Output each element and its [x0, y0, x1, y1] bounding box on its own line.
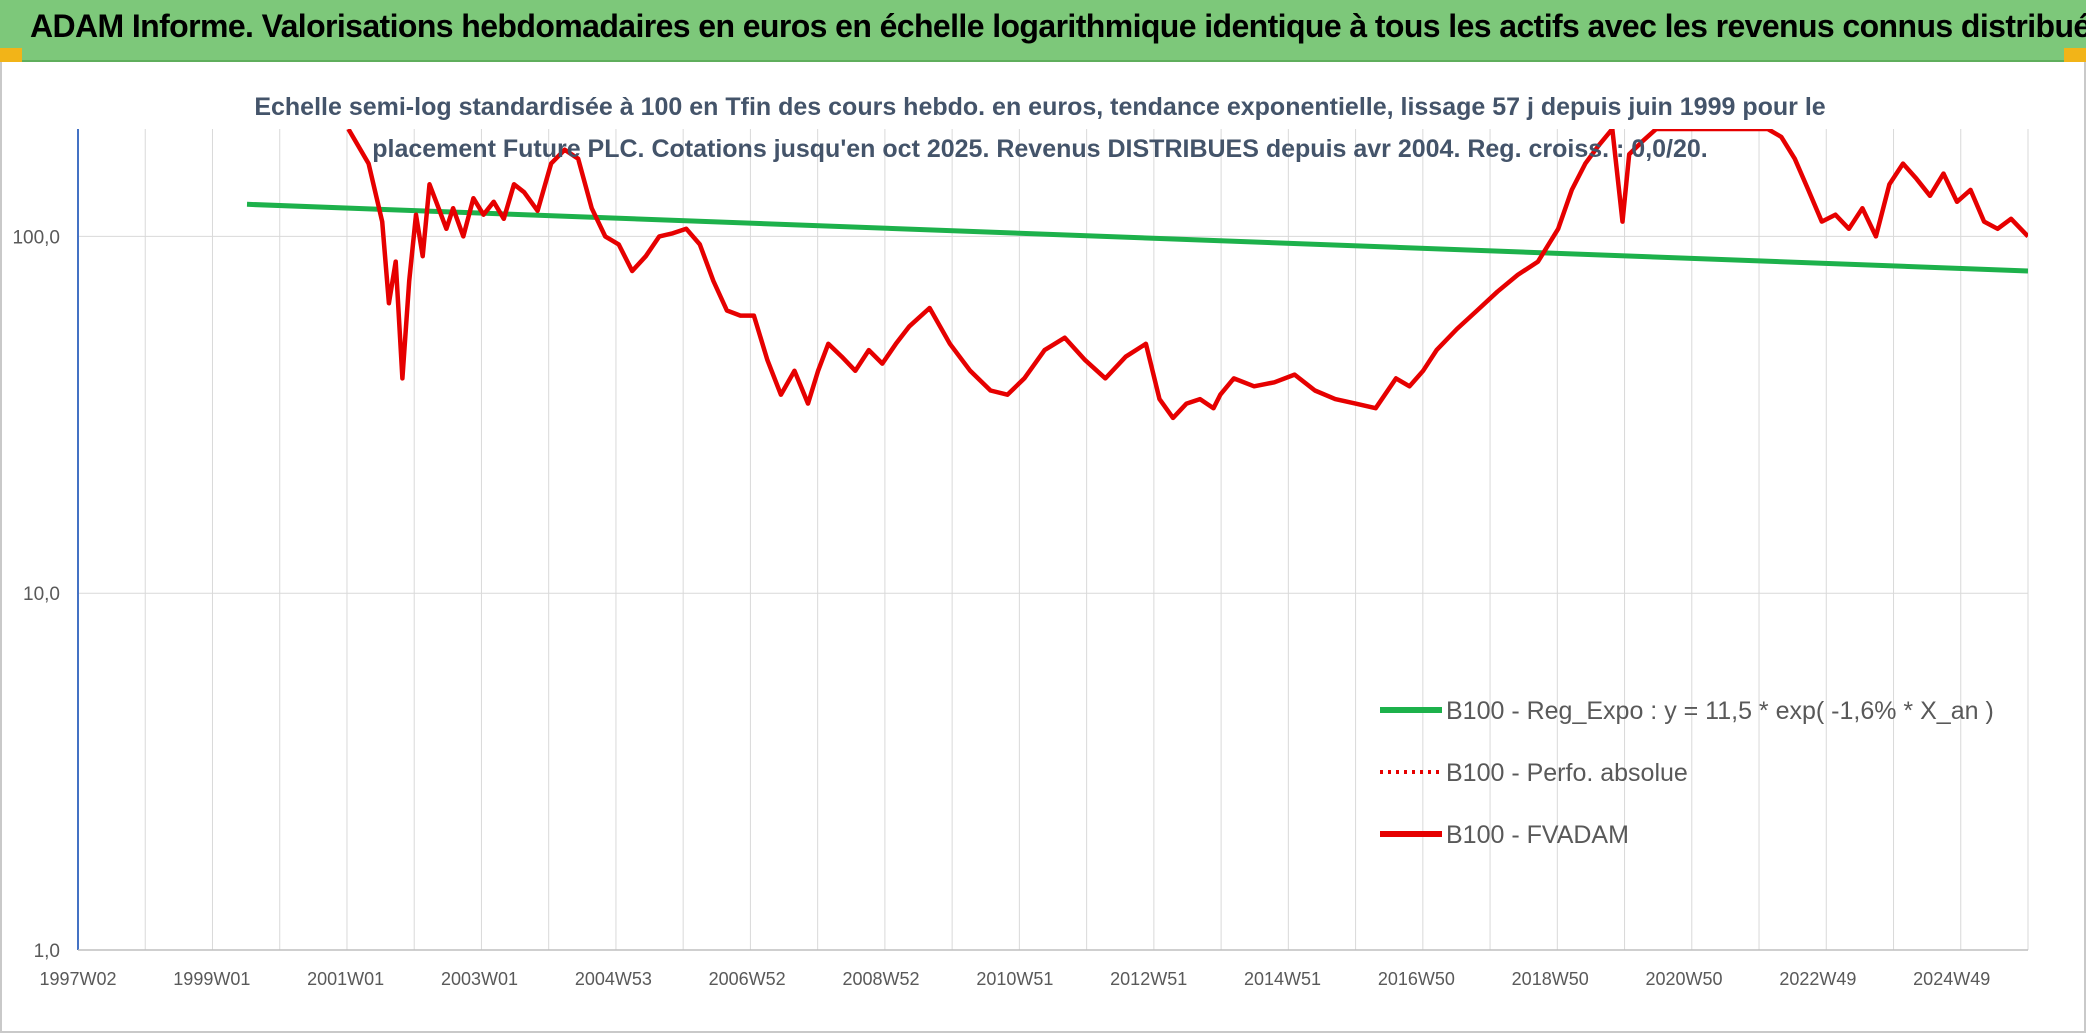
- x-tick-label: 2012W51: [1110, 969, 1187, 989]
- corner-marker-right: [2064, 48, 2086, 62]
- grid-lines: [77, 129, 2029, 951]
- chart-subtitle-line-2: placement Future PLC. Cotations jusqu'en…: [372, 135, 1708, 163]
- x-tick-label: 2018W50: [1512, 969, 1589, 989]
- series-line-1: [246, 201, 2028, 274]
- header-bar: ADAM Informe. Valorisations hebdomadaire…: [0, 0, 2086, 62]
- x-tick-label: 1999W01: [173, 969, 250, 989]
- legend-label-3: B100 - FVADAM: [1446, 821, 1629, 849]
- corner-marker-left: [0, 48, 22, 62]
- chart-frame: [0, 62, 2086, 1033]
- x-tick-label: 2022W49: [1779, 969, 1856, 989]
- y-tick-label: 100,0: [12, 227, 60, 248]
- series-layer: [246, 129, 2028, 421]
- y-tick-label: 1,0: [34, 941, 60, 962]
- x-tick-label: 2003W01: [441, 969, 518, 989]
- x-tick-label: 1997W02: [39, 969, 116, 989]
- x-tick-label: 2010W51: [976, 969, 1053, 989]
- x-tick-label: 2008W52: [842, 969, 919, 989]
- chart-subtitle-line-1: Echelle semi-log standardisée à 100 en T…: [254, 93, 1825, 121]
- x-tick-label: 2004W53: [575, 969, 652, 989]
- page-title: ADAM Informe. Valorisations hebdomadaire…: [30, 8, 2086, 44]
- legend: B100 - Reg_Expo : y = 11,5 * exp( -1,6% …: [1380, 697, 1994, 849]
- chart-title-block: Echelle semi-log standardisée à 100 en T…: [254, 93, 1825, 163]
- x-tick-label: 2014W51: [1244, 969, 1321, 989]
- x-tick-label: 2016W50: [1378, 969, 1455, 989]
- x-tick-label: 2020W50: [1646, 969, 1723, 989]
- x-tick-label: 2006W52: [709, 969, 786, 989]
- y-tick-label: 10,0: [23, 584, 60, 605]
- series-line-3: [346, 129, 2028, 421]
- x-tick-label: 2024W49: [1913, 969, 1990, 989]
- legend-label-1: B100 - Reg_Expo : y = 11,5 * exp( -1,6% …: [1446, 697, 1994, 725]
- axes: 1,0 10,0 100,0 1997W02 1999W01 2001W01 2003W01…: [12, 129, 2028, 989]
- legend-label-2: B100 - Perfo. absolue: [1446, 759, 1688, 787]
- x-tick-label: 2001W01: [307, 969, 384, 989]
